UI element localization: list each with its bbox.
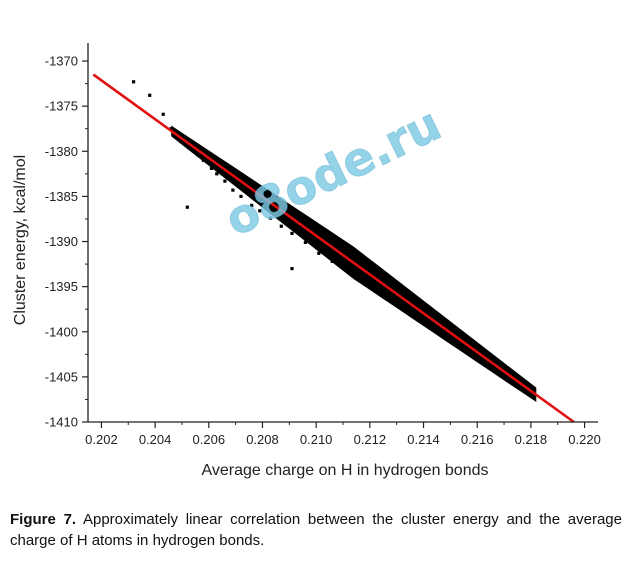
x-axis-ticks: 0.202 0.204 0.206 0.208 0.210 0.212 0.214 0.216… bbox=[85, 422, 601, 447]
scatter-point bbox=[161, 112, 165, 116]
scatter-point bbox=[215, 172, 219, 176]
y-tick-label: -1400 bbox=[45, 324, 78, 339]
scatter-point bbox=[201, 158, 205, 162]
scatter-point bbox=[435, 330, 439, 334]
scatter-point bbox=[290, 231, 294, 235]
scatter-point bbox=[362, 282, 367, 286]
scatter-point bbox=[379, 293, 383, 297]
scatter-point bbox=[454, 341, 458, 346]
x-axis-title: Average charge on H in hydrogen bonds bbox=[201, 462, 488, 479]
y-tick-label: -1380 bbox=[45, 144, 78, 159]
watermark-text: o8ode.ru bbox=[217, 96, 449, 246]
scatter-point bbox=[191, 147, 195, 152]
scatter-chart: 0.202 0.204 0.206 0.208 0.210 0.212 0.214 0.216… bbox=[12, 43, 601, 479]
scatter-point bbox=[185, 205, 189, 209]
scatter-point bbox=[502, 373, 506, 377]
y-tick-label: -1375 bbox=[45, 99, 78, 114]
x-tick-label: 0.206 bbox=[193, 432, 226, 447]
y-tick-label: -1410 bbox=[45, 415, 78, 430]
x-tick-label: 0.218 bbox=[515, 432, 548, 447]
y-tick-label: -1385 bbox=[45, 189, 78, 204]
scatter-point bbox=[148, 93, 152, 97]
scatter-points bbox=[132, 80, 536, 397]
y-tick-label: -1395 bbox=[45, 279, 78, 294]
y-tick-label: -1390 bbox=[45, 234, 78, 249]
caption-text: Approximately linear correlation between… bbox=[10, 511, 622, 549]
x-tick-label: 0.210 bbox=[300, 432, 333, 447]
scatter-point bbox=[472, 353, 477, 357]
regression-line bbox=[92, 73, 575, 424]
scatter-point bbox=[330, 259, 334, 263]
y-axis-ticks: -1370 -1375 -1380 -1385 -1390 -1395 -1400 -1405… bbox=[45, 54, 88, 430]
x-tick-label: 0.208 bbox=[246, 432, 279, 447]
figure-caption: Figure 7. Approximately linear correlati… bbox=[10, 509, 622, 551]
scatter-point bbox=[290, 267, 294, 271]
y-axis-title: Cluster energy, kcal/mol bbox=[12, 155, 29, 325]
x-tick-label: 0.216 bbox=[461, 432, 494, 447]
scatter-point bbox=[489, 364, 493, 368]
x-tick-label: 0.212 bbox=[354, 432, 387, 447]
x-tick-label: 0.220 bbox=[568, 432, 601, 447]
caption-label: Figure 7. bbox=[10, 511, 77, 528]
scatter-point bbox=[250, 203, 254, 207]
scatter-point bbox=[132, 80, 136, 84]
scatter-point bbox=[169, 127, 173, 131]
scatter-point bbox=[223, 179, 227, 183]
axes bbox=[87, 43, 598, 423]
scatter-point bbox=[196, 153, 200, 157]
y-tick-label: -1405 bbox=[45, 369, 78, 384]
scatter-point bbox=[416, 317, 420, 321]
scatter-point bbox=[268, 216, 273, 220]
x-tick-label: 0.214 bbox=[407, 432, 440, 447]
scatter-point bbox=[317, 251, 321, 255]
x-tick-label: 0.202 bbox=[85, 432, 118, 447]
scatter-point bbox=[397, 304, 401, 309]
scatter-point bbox=[239, 194, 243, 198]
scatter-point bbox=[346, 270, 350, 274]
y-tick-label: -1370 bbox=[45, 54, 78, 69]
scatter-point bbox=[231, 188, 235, 192]
scatter-point bbox=[209, 166, 214, 170]
scatter-point bbox=[258, 209, 262, 213]
scatter-point bbox=[515, 381, 520, 385]
scatter-point bbox=[532, 393, 536, 397]
x-tick-label: 0.204 bbox=[139, 432, 172, 447]
scatter-point bbox=[279, 224, 283, 228]
scatter-point bbox=[183, 140, 187, 144]
scatter-point bbox=[303, 240, 307, 244]
